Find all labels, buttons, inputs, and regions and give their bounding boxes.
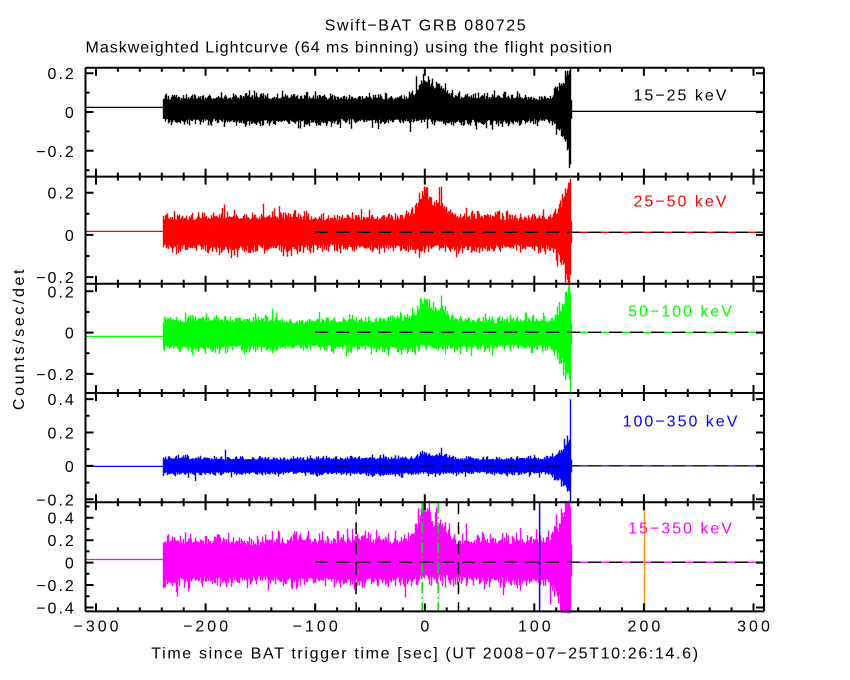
svg-text:0.4: 0.4 — [48, 511, 76, 528]
svg-text:0: 0 — [65, 105, 76, 122]
svg-text:−0.2: −0.2 — [36, 144, 76, 161]
svg-text:0: 0 — [65, 228, 76, 245]
svg-text:0.2: 0.2 — [48, 284, 76, 301]
svg-text:15−350 keV: 15−350 keV — [628, 521, 734, 538]
svg-text:0: 0 — [420, 619, 432, 636]
svg-text:Counts/sec/det: Counts/sec/det — [11, 267, 28, 410]
svg-text:0: 0 — [65, 326, 76, 343]
svg-text:−0.4: −0.4 — [36, 601, 76, 618]
svg-text:200: 200 — [628, 619, 664, 636]
svg-text:15−25 keV: 15−25 keV — [634, 88, 729, 105]
svg-text:Time since BAT trigger time [s: Time since BAT trigger time [sec] (UT 20… — [151, 646, 699, 663]
svg-text:0: 0 — [65, 459, 76, 476]
svg-text:50−100 keV: 50−100 keV — [628, 304, 734, 321]
svg-text:−300: −300 — [73, 619, 121, 636]
svg-text:−200: −200 — [183, 619, 231, 636]
svg-text:0.2: 0.2 — [48, 186, 76, 203]
svg-text:0: 0 — [65, 556, 76, 573]
svg-text:Maskweighted Lightcurve (64 ms: Maskweighted Lightcurve (64 ms binning) … — [86, 40, 613, 57]
svg-text:100−350 keV: 100−350 keV — [623, 414, 740, 431]
svg-text:−0.2: −0.2 — [36, 578, 76, 595]
svg-text:300: 300 — [737, 619, 773, 636]
svg-text:0.4: 0.4 — [48, 392, 76, 409]
svg-text:Swift−BAT GRB 080725: Swift−BAT GRB 080725 — [325, 18, 528, 35]
svg-text:−0.2: −0.2 — [36, 270, 76, 287]
svg-text:0.2: 0.2 — [48, 66, 76, 83]
svg-text:0.2: 0.2 — [48, 533, 76, 550]
svg-text:100: 100 — [518, 619, 554, 636]
svg-text:−0.2: −0.2 — [36, 492, 76, 509]
svg-text:25−50 keV: 25−50 keV — [634, 194, 729, 211]
svg-text:−100: −100 — [293, 619, 341, 636]
svg-text:0.2: 0.2 — [48, 426, 76, 443]
svg-text:−0.2: −0.2 — [36, 367, 76, 384]
